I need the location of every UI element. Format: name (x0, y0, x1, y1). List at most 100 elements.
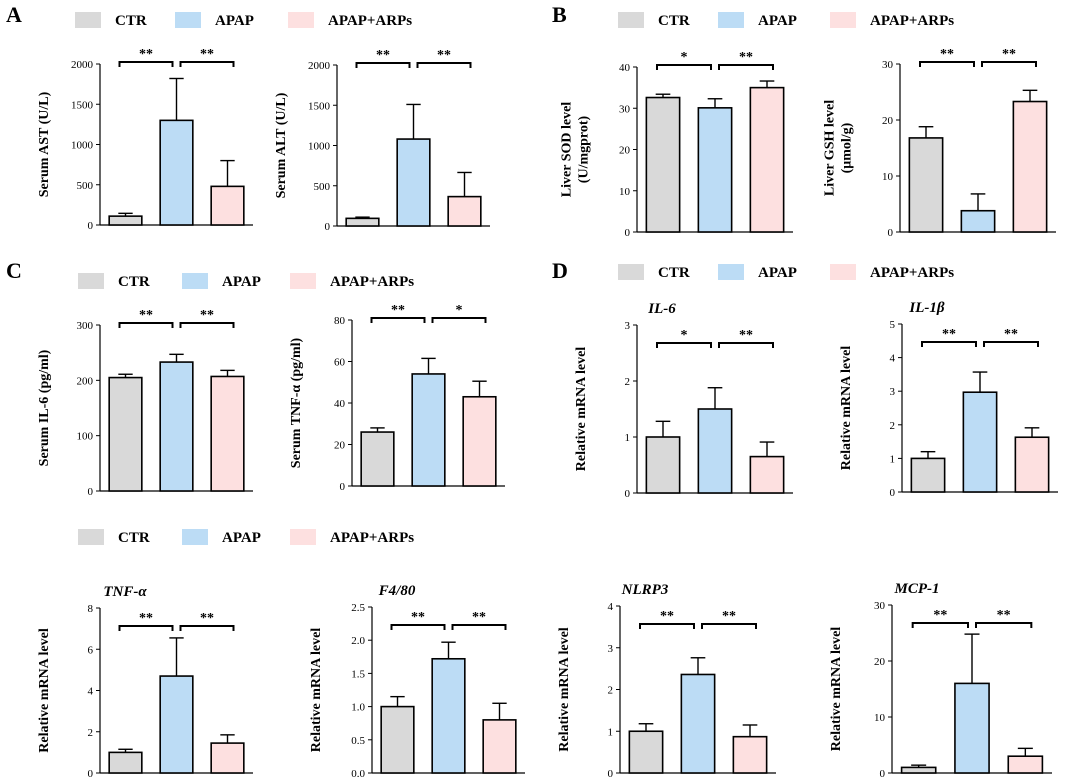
bar-apap-arps (210, 375, 245, 492)
legend-swatch-apap (175, 12, 201, 28)
bar-apap-arps (1014, 436, 1050, 493)
bar-apap-arps (462, 395, 497, 487)
significance-bracket (179, 322, 235, 328)
bar-ctr (380, 705, 415, 774)
legend-swatch-ctr (618, 12, 644, 28)
y-tick-label: 1500 (71, 99, 94, 111)
legend-label-ctr: CTR (115, 13, 147, 29)
bar-apap (697, 107, 733, 233)
y-tick-label: 1.0 (351, 702, 365, 714)
y-tick-label: 0 (340, 481, 346, 493)
y-tick-label: 8 (88, 603, 94, 615)
legend-swatch-apap-arps (288, 12, 314, 28)
significance-bracket (718, 64, 774, 70)
y-axis-label: Liver GSH level (823, 100, 838, 196)
y-axis-label: Relative mRNA level (839, 346, 854, 471)
significance-label: ** (376, 48, 390, 63)
chart-gsh: 0 10 20 30 Liver GSH level (μmol/g) ** ** (823, 47, 1056, 239)
bar-apap (697, 408, 733, 494)
bar-apap-arps (749, 86, 785, 233)
significance-bracket (370, 317, 426, 323)
legend-swatch-apap (718, 12, 744, 28)
chart-il6: 0 100 200 300 Serum IL-6 (pg/ml) ** ** (37, 308, 253, 498)
legend-swatch-apap (182, 273, 208, 289)
y-tick-label: 40 (619, 62, 631, 74)
significance-bracket (355, 62, 411, 68)
bar-ctr (628, 730, 664, 774)
bar-apap-arps (482, 719, 517, 774)
bar-ctr (108, 751, 143, 774)
y-axis-label: Relative mRNA level (37, 628, 52, 753)
legend-label-apap: APAP (222, 274, 261, 290)
legend-swatch-apap-arps (830, 12, 856, 28)
chart-title: IL-6 (647, 301, 676, 317)
chart-title: F4/80 (378, 583, 416, 599)
legend-c: CTR APAP APAP+ARPs (78, 273, 414, 290)
bar-apap (962, 391, 998, 493)
bar-apap (954, 682, 990, 774)
significance-label: * (681, 328, 688, 343)
bar-ctr (108, 376, 143, 492)
significance-bracket (921, 341, 977, 347)
y-tick-label: 10 (874, 712, 886, 724)
chart-mcp1: 0 10 20 30 Relative mRNA level MCP-1 ** ** (829, 581, 1052, 780)
legend-label-apap-arps: APAP+ARPs (330, 530, 414, 546)
bar-apap-arps (732, 735, 768, 774)
y-tick-label: 2000 (71, 59, 94, 71)
significance-bracket (390, 624, 446, 630)
y-tick-label: 0 (88, 486, 94, 498)
y-tick-label: 500 (314, 181, 331, 193)
bar-apap (396, 138, 431, 227)
significance-bracket (118, 625, 174, 631)
y-tick-label: 0 (608, 768, 614, 780)
bar-apap-arps (447, 195, 482, 227)
bar-apap (680, 673, 716, 774)
y-tick-label: 4 (608, 601, 614, 613)
legend-swatch-apap-arps (290, 273, 316, 289)
y-tick-label: 0.0 (351, 768, 365, 780)
y-axis-label: Serum TNF-α (pg/ml) (289, 337, 304, 468)
chart-ast: 0 500 1000 1500 2000 Serum AST (U/L) ** ** (37, 47, 253, 232)
y-axis-label: (μmol/g) (840, 122, 855, 173)
y-tick-label: 100 (77, 431, 94, 443)
legend-label-ctr: CTR (658, 265, 690, 281)
y-tick-label: 0 (88, 768, 94, 780)
significance-label: ** (139, 308, 153, 323)
legend-d-lower: CTR APAP APAP+ARPs (78, 529, 414, 546)
bar-ctr (360, 431, 395, 487)
bar-apap (431, 657, 466, 774)
significance-bracket (118, 61, 174, 67)
legend-label-apap: APAP (758, 265, 797, 281)
y-tick-label: 0 (625, 227, 631, 239)
legend-swatch-ctr (78, 273, 104, 289)
bar-ctr (345, 217, 380, 227)
significance-label: ** (411, 610, 425, 625)
panel-letter-a: A (6, 2, 22, 27)
y-tick-label: 20 (334, 440, 346, 452)
legend-label-ctr: CTR (658, 13, 690, 29)
legend-label-ctr: CTR (118, 530, 150, 546)
chart-f480: 0.0 0.5 1.0 1.5 2.0 2.5 Relative mRNA level F4/… (309, 583, 525, 780)
y-tick-label: 5 (890, 319, 896, 331)
legend-label-apap: APAP (758, 13, 797, 29)
bar-apap-arps (210, 742, 245, 774)
y-tick-label: 0 (88, 220, 94, 232)
legend-label-apap-arps: APAP+ARPs (870, 13, 954, 29)
chart-title: NLRP3 (621, 582, 669, 598)
bar-apap-arps (1007, 755, 1044, 774)
significance-label: ** (739, 50, 753, 65)
significance-bracket (656, 342, 712, 348)
bar-apap-arps (1012, 100, 1048, 233)
y-tick-label: 40 (334, 398, 346, 410)
y-tick-label: 1.5 (351, 668, 365, 680)
significance-label: ** (997, 608, 1011, 623)
y-tick-label: 20 (874, 656, 886, 668)
significance-label: ** (472, 610, 486, 625)
y-tick-label: 300 (77, 320, 94, 332)
significance-label: ** (739, 328, 753, 343)
legend-label-apap: APAP (215, 13, 254, 29)
y-tick-label: 30 (874, 600, 886, 612)
bar-apap (159, 119, 194, 226)
chart-nlrp3: 0 1 2 3 4 Relative mRNA level NLRP3 ** ** (557, 582, 776, 780)
